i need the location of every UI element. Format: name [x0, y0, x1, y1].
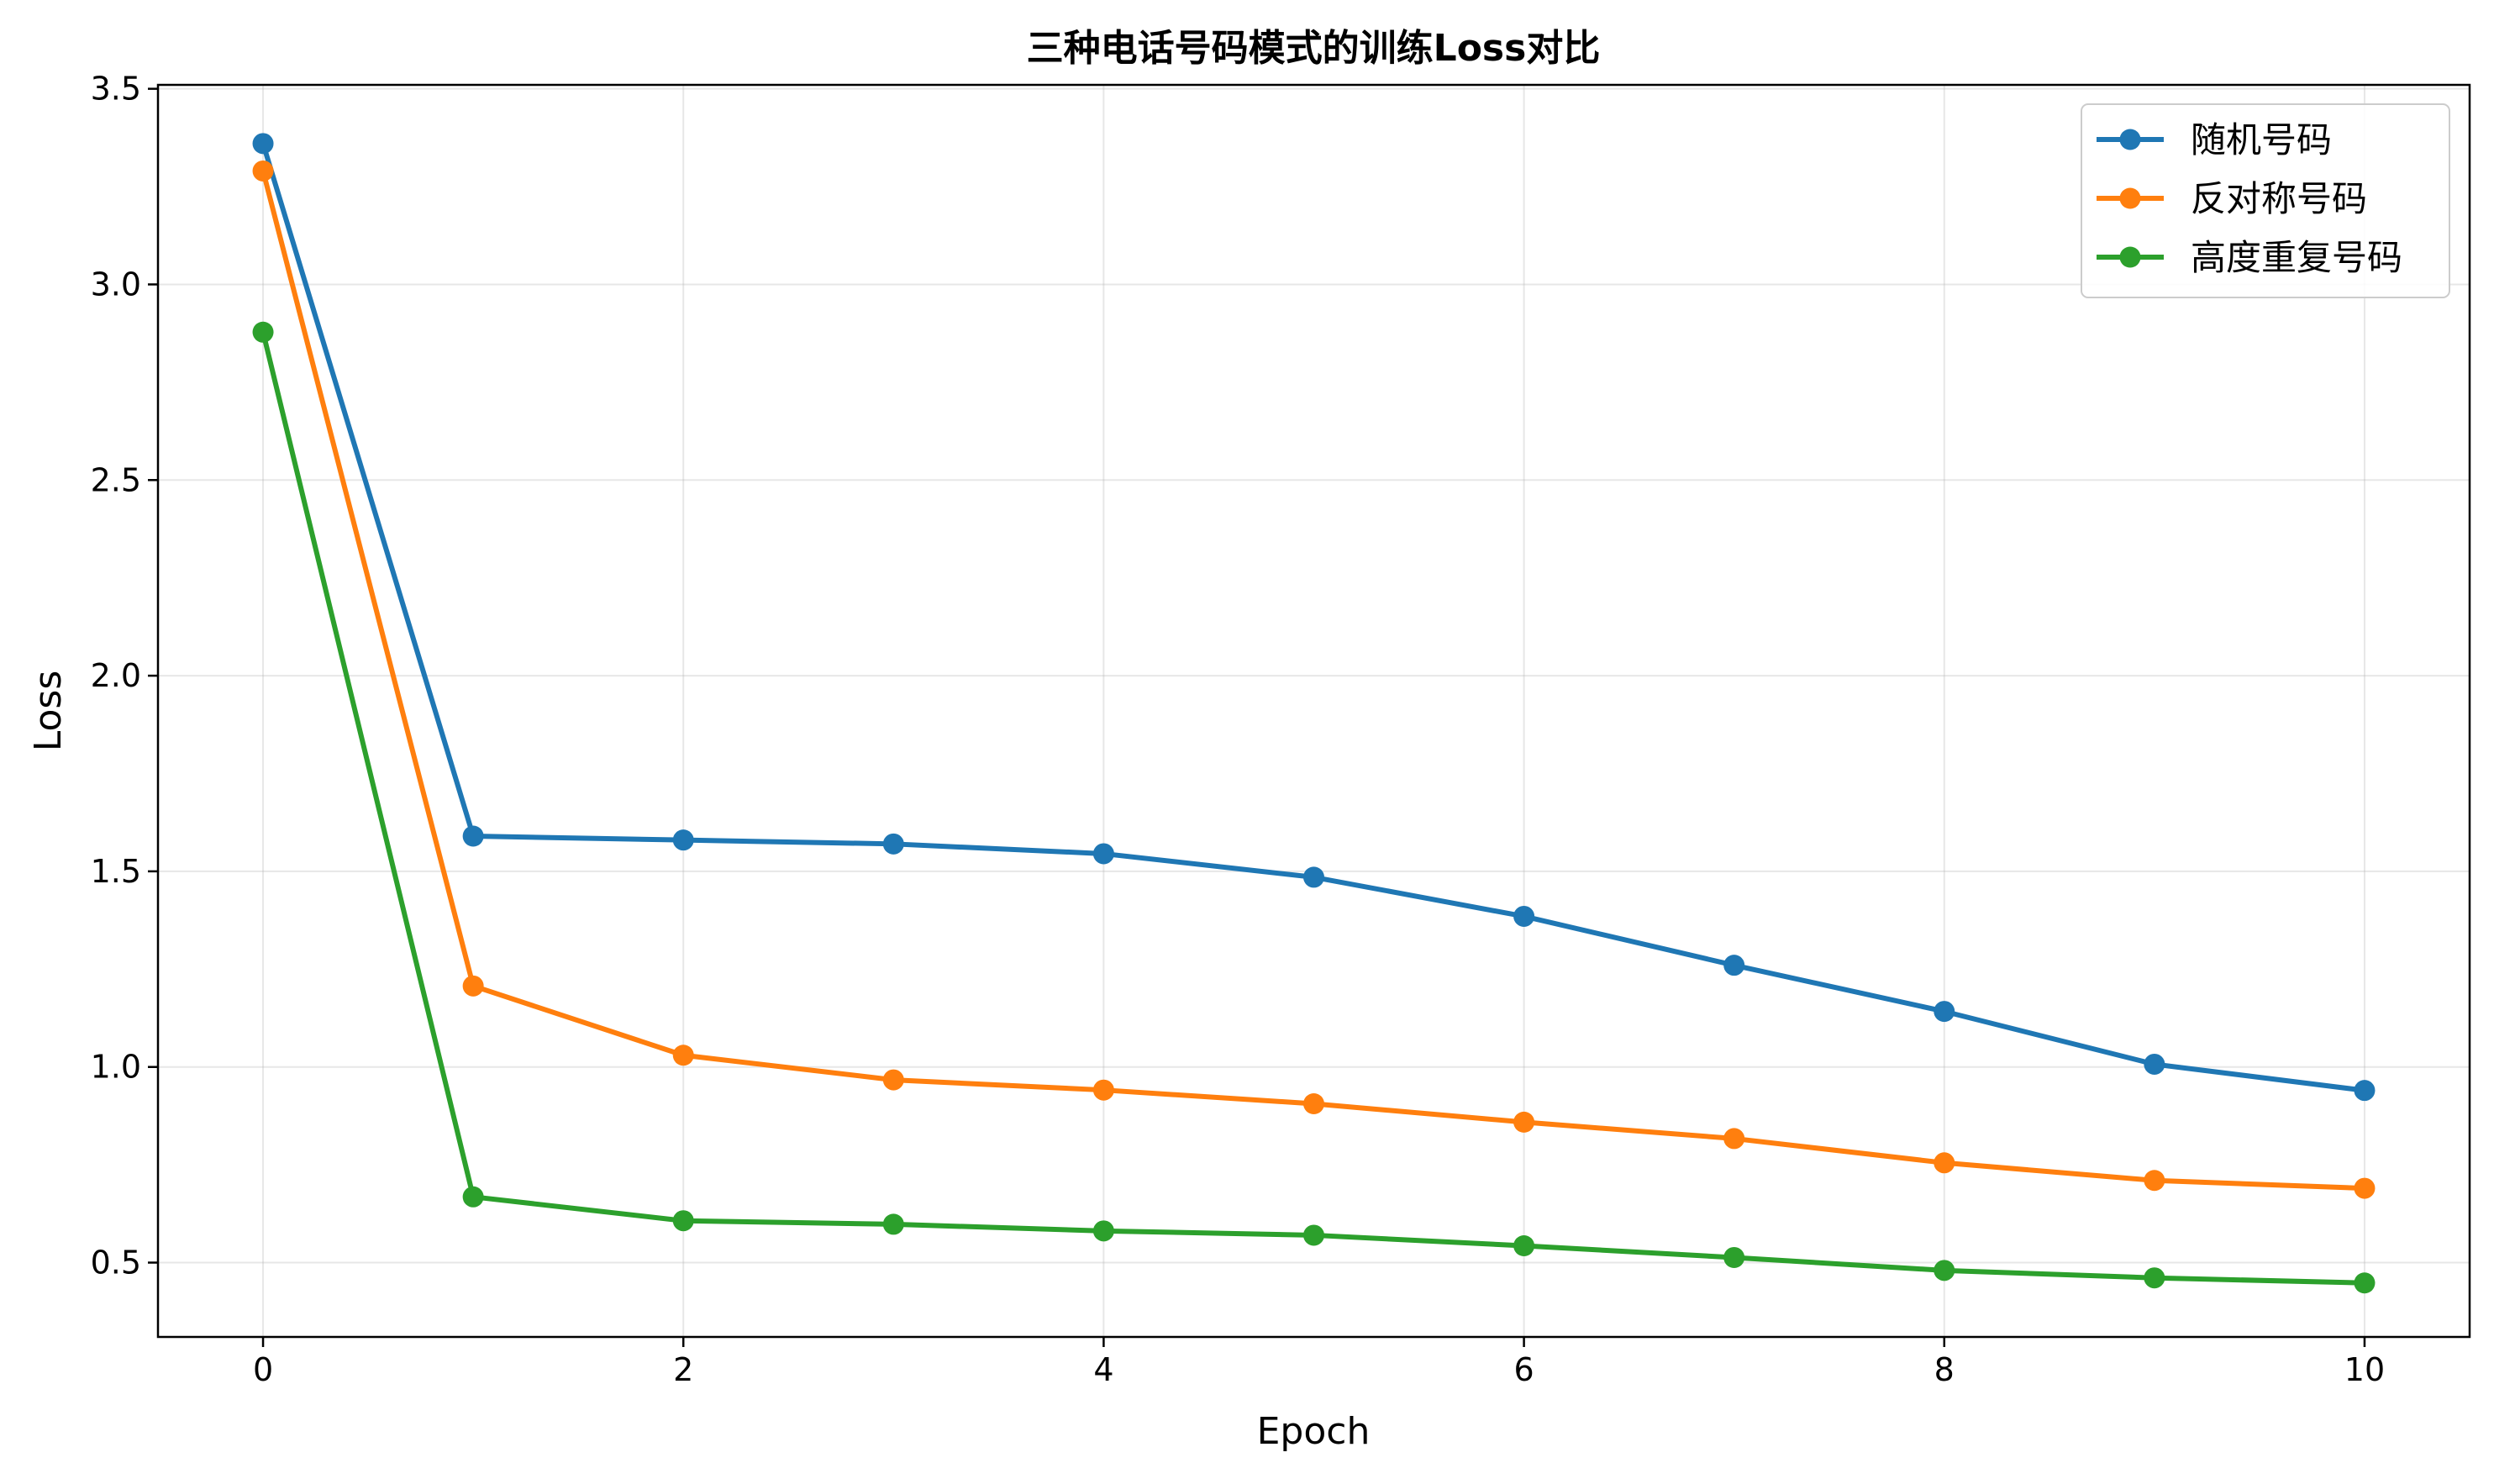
legend-marker [2119, 246, 2141, 268]
plot-frame [156, 83, 2471, 1339]
data-point [462, 1186, 484, 1208]
legend-label: 高度重复号码 [2191, 237, 2402, 278]
legend-label: 反对称号码 [2191, 178, 2367, 219]
data-point [2354, 1080, 2376, 1102]
data-point [882, 833, 904, 855]
data-point [1303, 1224, 1324, 1246]
data-point [1303, 1092, 1324, 1114]
data-point [1513, 1111, 1535, 1133]
x-axis-label: Epoch [1257, 1410, 1371, 1453]
data-point [252, 321, 274, 343]
data-point [1092, 1220, 1114, 1242]
data-point [2144, 1053, 2165, 1075]
data-point [672, 1045, 694, 1066]
y-tick-label: 0.5 [91, 1245, 141, 1281]
data-point [1723, 1246, 1745, 1268]
x-tick-label: 0 [253, 1351, 273, 1388]
y-tick-label: 1.5 [91, 853, 141, 890]
legend-marker [2119, 187, 2141, 209]
axis-ticks: 0 2 4 6 8 10 0.5 1.0 1.5 2.0 2.5 3.0 3.5 [91, 71, 2386, 1388]
y-tick-label: 3.5 [91, 71, 141, 108]
data-point [1303, 866, 1324, 888]
data-point [1092, 1079, 1114, 1101]
x-tick-label: 6 [1513, 1351, 1534, 1388]
grid-lines [158, 85, 2470, 1337]
series-1 [252, 160, 2376, 1199]
y-tick-label: 1.0 [91, 1049, 141, 1086]
x-tick-label: 8 [1934, 1351, 1955, 1388]
data-point [462, 975, 484, 997]
data-point [672, 1210, 694, 1232]
data-point [252, 133, 274, 155]
legend-item: 高度重复号码 [2097, 237, 2402, 278]
legend-item: 随机号码 [2097, 119, 2332, 161]
legend-label: 随机号码 [2191, 119, 2332, 161]
data-point [1513, 905, 1535, 927]
legend-marker [2119, 129, 2141, 150]
y-axis-label: Loss [27, 671, 70, 752]
legend-item: 反对称号码 [2097, 178, 2367, 219]
data-point [882, 1069, 904, 1091]
data-point [1934, 1001, 1955, 1023]
data-point [1513, 1235, 1535, 1257]
data-point [2144, 1267, 2165, 1289]
y-tick-label: 2.5 [91, 461, 141, 498]
data-point [462, 825, 484, 847]
data-point [1934, 1152, 1955, 1174]
series-layer [252, 133, 2376, 1294]
legend-box [2081, 103, 2450, 298]
y-tick-label: 3.0 [91, 266, 141, 303]
data-point [672, 829, 694, 851]
data-point [1723, 955, 1745, 976]
data-point [1934, 1260, 1955, 1281]
data-point [2144, 1170, 2165, 1192]
data-point [2354, 1272, 2376, 1294]
data-point [1723, 1128, 1745, 1150]
series-2 [252, 321, 2376, 1294]
x-tick-label: 4 [1093, 1351, 1113, 1388]
x-tick-label: 10 [2344, 1351, 2385, 1388]
chart-title: 三种电话号码模式的训练Loss对比 [1027, 27, 1601, 70]
data-point [882, 1213, 904, 1235]
data-point [1092, 843, 1114, 865]
y-tick-label: 2.0 [91, 657, 141, 694]
data-point [2354, 1177, 2376, 1199]
data-point [252, 160, 274, 182]
x-tick-label: 2 [673, 1351, 693, 1388]
series-0 [252, 133, 2376, 1102]
